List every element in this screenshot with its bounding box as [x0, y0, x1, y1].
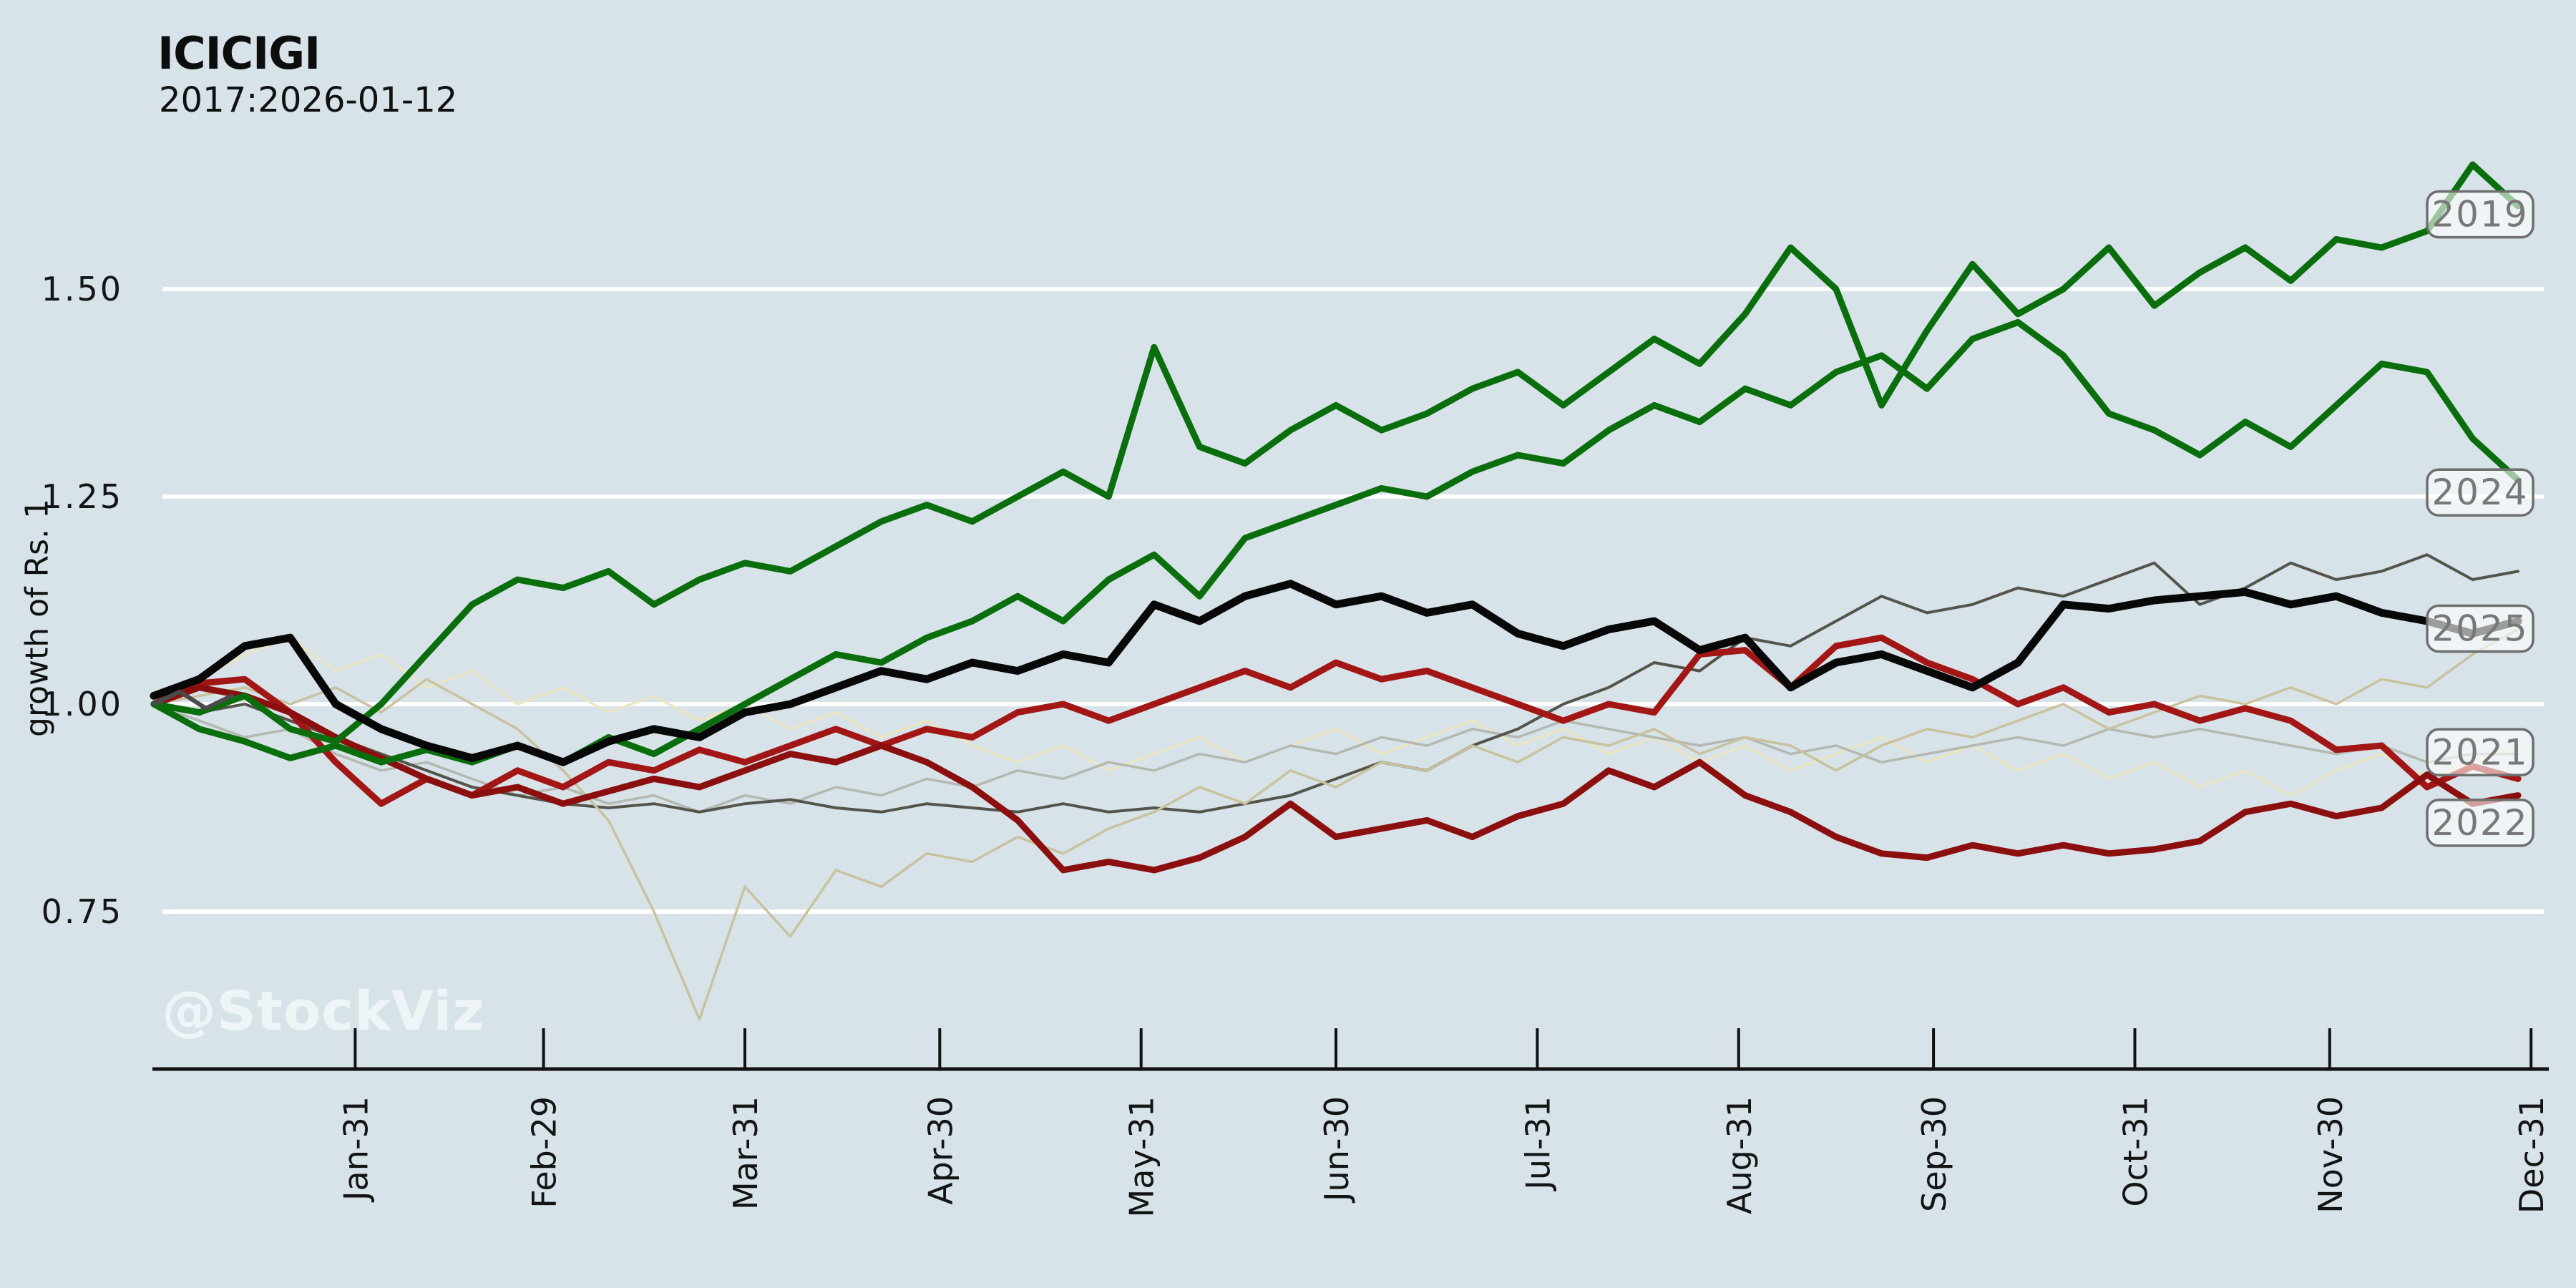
series-line-2025: [150, 580, 2522, 766]
year-tag-label-2022: 2022: [2431, 802, 2528, 844]
series-line-2022: [150, 684, 2522, 874]
series-line-2019: [150, 161, 2522, 745]
series-line-2021: [150, 634, 2522, 807]
y-tick-label: 0.75: [42, 892, 123, 931]
x-tick-label: Jan-31: [336, 1096, 375, 1203]
x-tick-label: Nov-30: [2311, 1096, 2350, 1214]
y-tick-label: 1.50: [42, 270, 123, 308]
x-tick-label: Jul-31: [1518, 1096, 1557, 1192]
year-tag-box-2025: [2426, 604, 2534, 653]
year-tag-box-2024: [2426, 468, 2534, 517]
x-tick-label: Dec-31: [2512, 1096, 2551, 1214]
x-tick-label: Apr-30: [921, 1096, 960, 1205]
x-tick-label: Aug-31: [1720, 1096, 1759, 1214]
year-tag-label-2019: 2019: [2431, 194, 2528, 235]
stockviz-watermark: @StockViz: [162, 979, 485, 1043]
x-tick-label: Feb-29: [525, 1096, 564, 1209]
x-tick-label: Sep-30: [1915, 1096, 1953, 1212]
year-tag-label-2025: 2025: [2431, 608, 2528, 649]
x-tick-label: Mar-31: [726, 1096, 765, 1210]
x-tick-label: May-31: [1123, 1096, 1161, 1217]
y-tick-label: 1.00: [42, 685, 123, 723]
series-line-2026: [152, 689, 234, 711]
series-line-2017: [152, 636, 2519, 797]
series-line-2023: [152, 703, 2519, 814]
date-range-subtitle: 2017:2026-01-12: [159, 80, 458, 120]
y-tick-label: 1.25: [42, 477, 123, 516]
year-tag-label-2021: 2021: [2431, 731, 2528, 773]
page-title: ICICIGI: [157, 27, 321, 79]
year-tag-box-2022: [2426, 799, 2534, 847]
series-line-2020: [152, 628, 2519, 1021]
year-tag-box-2021: [2426, 728, 2534, 777]
year-tag-box-2019: [2426, 190, 2534, 239]
year-tag-label-2024: 2024: [2431, 472, 2528, 513]
x-tick-label: Oct-31: [2116, 1096, 2155, 1207]
x-tick-label: Jun-30: [1317, 1096, 1356, 1204]
